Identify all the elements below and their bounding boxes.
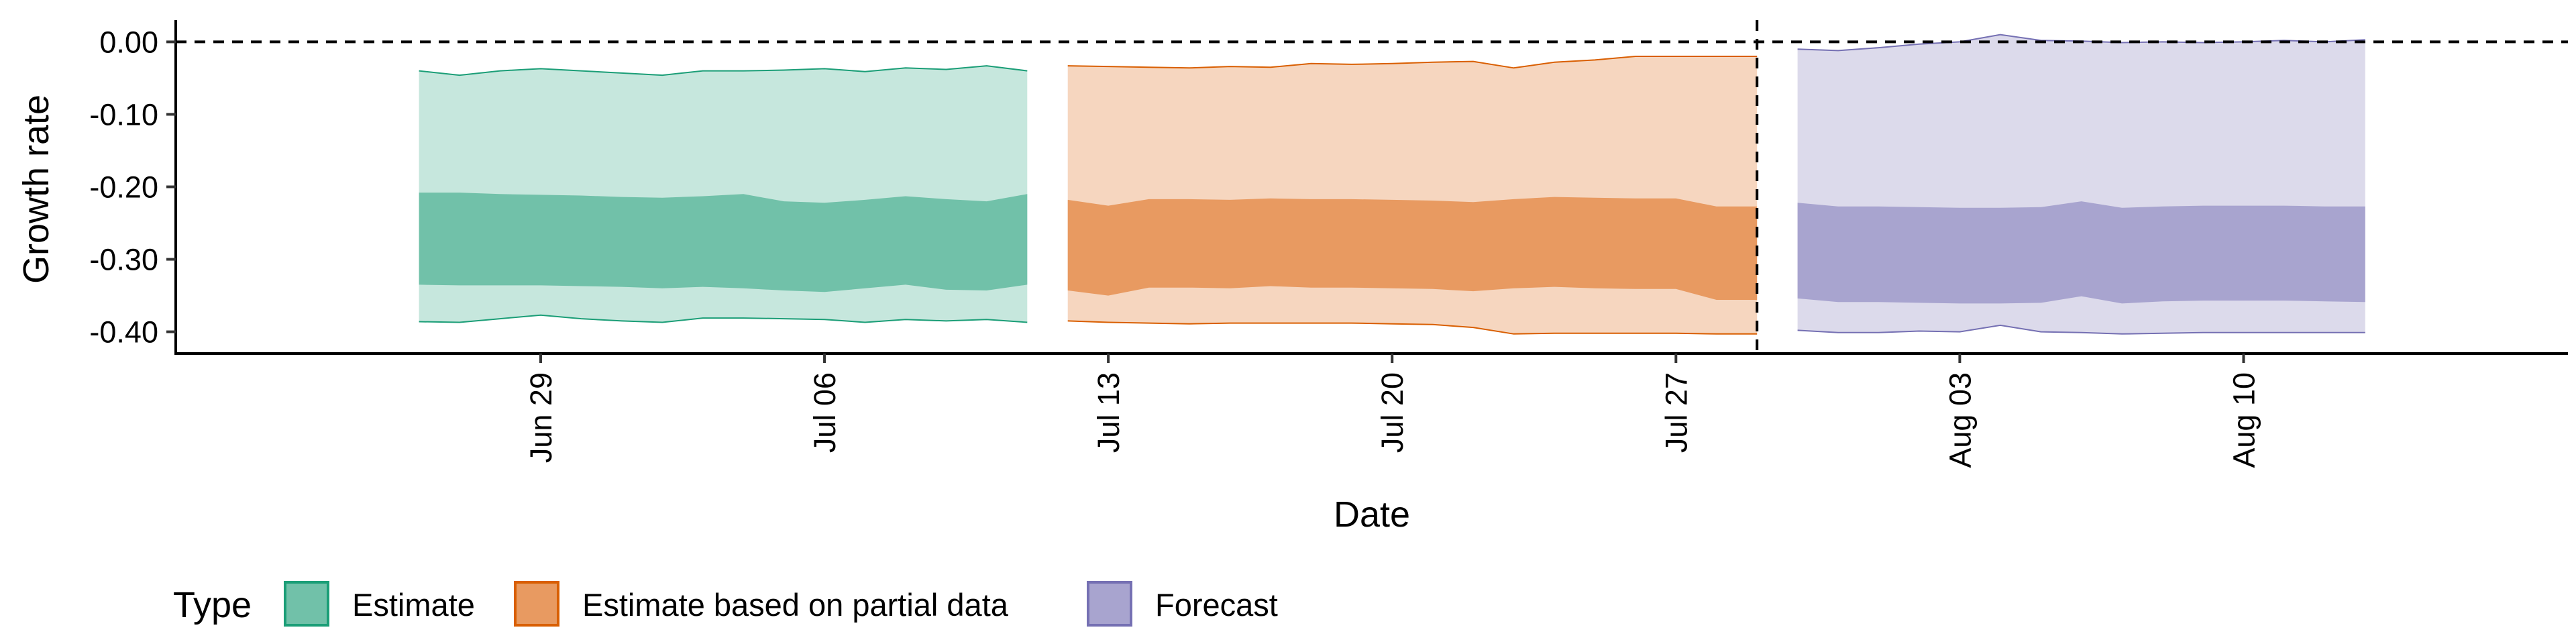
series-2-outer-lower-line — [1067, 320, 1758, 335]
legend-swatch — [284, 581, 329, 627]
series-1-ribbons — [419, 65, 1028, 323]
y-axis-ticks: 0.00 -0.10 -0.20 -0.30 -0.40 — [89, 25, 176, 350]
x-tick-label: Jun 29 — [524, 372, 558, 463]
x-tick-label: Jul 13 — [1091, 372, 1126, 453]
y-tick-label: -0.10 — [89, 97, 158, 131]
y-tick-label: -0.30 — [89, 243, 158, 277]
series-2-outer-band — [1067, 56, 1758, 334]
legend-items: Estimate Estimate based on partial data Fo… — [284, 581, 1278, 627]
legend-item-3: Forecast — [1087, 581, 1278, 627]
x-tick-label: Jul 20 — [1375, 372, 1409, 453]
y-tick-label: -0.20 — [89, 170, 158, 205]
x-axis-title: Date — [1334, 494, 1410, 535]
x-tick-label: Jul 27 — [1659, 372, 1693, 453]
series-3-outer-lower-line — [1797, 324, 2365, 335]
series-1-outer-upper-line — [419, 65, 1028, 76]
x-axis-ticks: Jun 29 Jul 06 Jul 13 Jul 20 Jul 27 Aug 03 Aug … — [524, 354, 2261, 468]
legend-swatch — [1087, 581, 1132, 627]
legend-label: Estimate — [352, 587, 475, 623]
ribbon-layer — [419, 34, 2365, 335]
series-2-outer-upper-line — [1067, 56, 1758, 69]
legend: Type Estimate Estimate based on partial d… — [173, 581, 1278, 627]
x-tick-label: Jul 06 — [808, 372, 842, 453]
legend-swatch — [514, 581, 559, 627]
reference-lines — [176, 20, 2568, 354]
y-tick-label: -0.40 — [89, 315, 158, 350]
y-axis-title: Growth rate — [16, 95, 56, 284]
legend-item-2: Estimate based on partial data — [514, 581, 1009, 627]
legend-item-1: Estimate — [284, 581, 475, 627]
series-3-ribbons — [1797, 34, 2365, 335]
legend-title: Type — [173, 585, 252, 625]
series-3-inner-band — [1797, 201, 2365, 304]
y-tick-label: 0.00 — [99, 25, 158, 59]
series-2-ribbons — [1067, 56, 1758, 335]
series-1-outer-lower-line — [419, 314, 1028, 323]
legend-label: Estimate based on partial data — [582, 587, 1009, 623]
series-2-inner-band — [1067, 197, 1758, 300]
x-tick-label: Aug 10 — [2227, 372, 2261, 468]
series-1-inner-band — [419, 193, 1028, 292]
legend-label: Forecast — [1155, 587, 1278, 623]
x-tick-label: Aug 03 — [1943, 372, 1977, 468]
